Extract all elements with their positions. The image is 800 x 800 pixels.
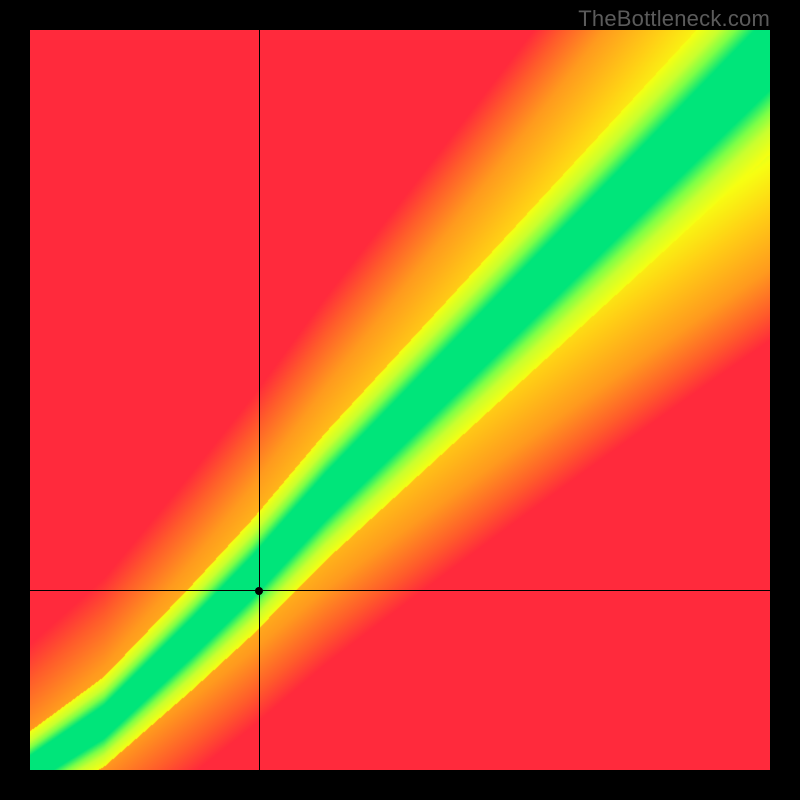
crosshair-horizontal-line (30, 590, 770, 591)
watermark-text: TheBottleneck.com (578, 6, 770, 32)
figure-container: TheBottleneck.com (0, 0, 800, 800)
crosshair-vertical-line (259, 30, 260, 770)
heatmap-canvas (30, 30, 770, 770)
heatmap-plot-area (30, 30, 770, 770)
